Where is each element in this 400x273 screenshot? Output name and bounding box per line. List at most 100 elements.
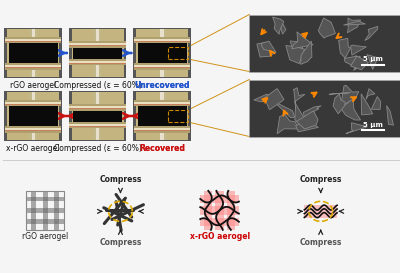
FancyBboxPatch shape xyxy=(70,126,126,127)
FancyBboxPatch shape xyxy=(216,191,224,230)
FancyBboxPatch shape xyxy=(200,206,239,215)
Polygon shape xyxy=(257,42,274,57)
FancyBboxPatch shape xyxy=(26,219,64,224)
Polygon shape xyxy=(344,21,366,25)
Text: Compress: Compress xyxy=(300,175,342,184)
FancyBboxPatch shape xyxy=(227,191,235,230)
Polygon shape xyxy=(346,123,368,133)
FancyBboxPatch shape xyxy=(160,92,164,140)
FancyBboxPatch shape xyxy=(94,92,101,140)
FancyBboxPatch shape xyxy=(134,63,190,70)
Text: rGO aerogel: rGO aerogel xyxy=(10,81,56,90)
FancyBboxPatch shape xyxy=(5,38,62,41)
Polygon shape xyxy=(371,97,381,109)
FancyBboxPatch shape xyxy=(26,208,64,213)
FancyBboxPatch shape xyxy=(30,92,37,140)
Polygon shape xyxy=(277,114,298,134)
Text: 5 μm: 5 μm xyxy=(363,57,383,63)
Polygon shape xyxy=(301,41,312,64)
Polygon shape xyxy=(294,88,305,110)
Polygon shape xyxy=(329,92,350,94)
FancyBboxPatch shape xyxy=(7,92,59,140)
FancyBboxPatch shape xyxy=(5,128,62,130)
Polygon shape xyxy=(351,45,366,55)
Polygon shape xyxy=(261,41,276,52)
FancyBboxPatch shape xyxy=(32,29,35,77)
FancyBboxPatch shape xyxy=(70,41,126,48)
FancyBboxPatch shape xyxy=(5,37,62,43)
FancyBboxPatch shape xyxy=(200,195,239,203)
Polygon shape xyxy=(339,38,351,58)
Polygon shape xyxy=(295,104,308,126)
Text: Compress: Compress xyxy=(99,175,142,184)
Polygon shape xyxy=(333,94,345,114)
FancyBboxPatch shape xyxy=(54,191,59,230)
FancyBboxPatch shape xyxy=(304,204,337,218)
Polygon shape xyxy=(290,41,303,54)
FancyBboxPatch shape xyxy=(136,29,188,77)
FancyBboxPatch shape xyxy=(70,45,126,46)
FancyBboxPatch shape xyxy=(134,130,190,131)
FancyBboxPatch shape xyxy=(136,92,188,140)
FancyBboxPatch shape xyxy=(70,121,126,128)
Text: Recovered: Recovered xyxy=(139,144,185,153)
FancyBboxPatch shape xyxy=(4,91,62,141)
Polygon shape xyxy=(292,32,313,49)
Polygon shape xyxy=(279,19,286,34)
Text: Recovered: Recovered xyxy=(139,144,185,153)
FancyBboxPatch shape xyxy=(72,29,124,77)
Text: Compress: Compress xyxy=(99,238,142,247)
Text: Unrecovered: Unrecovered xyxy=(134,81,190,90)
Polygon shape xyxy=(387,106,394,125)
FancyBboxPatch shape xyxy=(70,58,126,65)
FancyBboxPatch shape xyxy=(70,63,126,64)
FancyBboxPatch shape xyxy=(9,43,58,63)
FancyBboxPatch shape xyxy=(200,218,239,226)
Text: 5 μm: 5 μm xyxy=(363,121,383,127)
FancyBboxPatch shape xyxy=(70,104,126,111)
Polygon shape xyxy=(303,106,321,123)
Text: x-rGO aerogel: x-rGO aerogel xyxy=(6,144,60,153)
FancyBboxPatch shape xyxy=(9,106,58,126)
FancyBboxPatch shape xyxy=(70,43,126,45)
FancyBboxPatch shape xyxy=(249,14,400,72)
FancyBboxPatch shape xyxy=(5,102,62,104)
FancyBboxPatch shape xyxy=(72,92,124,140)
FancyBboxPatch shape xyxy=(134,99,190,106)
Polygon shape xyxy=(274,101,295,118)
FancyBboxPatch shape xyxy=(30,29,37,77)
FancyBboxPatch shape xyxy=(73,48,122,58)
FancyBboxPatch shape xyxy=(70,124,126,126)
Polygon shape xyxy=(354,55,360,70)
FancyBboxPatch shape xyxy=(134,38,190,41)
FancyBboxPatch shape xyxy=(69,28,126,78)
FancyBboxPatch shape xyxy=(134,67,190,68)
FancyBboxPatch shape xyxy=(32,92,35,140)
Polygon shape xyxy=(350,56,368,70)
Polygon shape xyxy=(367,55,378,69)
Polygon shape xyxy=(272,17,284,34)
Polygon shape xyxy=(366,89,375,99)
FancyBboxPatch shape xyxy=(134,41,190,42)
FancyBboxPatch shape xyxy=(5,130,62,131)
FancyBboxPatch shape xyxy=(134,65,190,67)
FancyBboxPatch shape xyxy=(96,92,99,140)
FancyBboxPatch shape xyxy=(96,29,99,77)
Polygon shape xyxy=(344,56,360,69)
FancyBboxPatch shape xyxy=(73,111,122,121)
FancyBboxPatch shape xyxy=(70,61,126,63)
Polygon shape xyxy=(286,46,304,64)
Text: Compressed (ε = 60%): Compressed (ε = 60%) xyxy=(54,81,142,90)
FancyBboxPatch shape xyxy=(69,91,126,141)
FancyBboxPatch shape xyxy=(5,65,62,67)
Polygon shape xyxy=(341,85,359,105)
Polygon shape xyxy=(262,88,284,109)
Text: Unrecovered: Unrecovered xyxy=(134,81,190,90)
FancyBboxPatch shape xyxy=(134,128,190,130)
FancyBboxPatch shape xyxy=(4,28,62,78)
FancyBboxPatch shape xyxy=(5,63,62,70)
Polygon shape xyxy=(365,26,378,40)
Text: x-rGO aerogel: x-rGO aerogel xyxy=(190,232,250,241)
FancyBboxPatch shape xyxy=(249,79,400,136)
FancyBboxPatch shape xyxy=(133,91,191,141)
